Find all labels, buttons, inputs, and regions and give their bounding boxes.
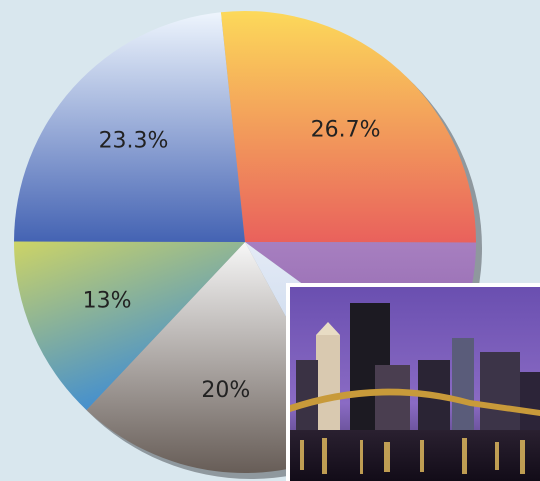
building — [316, 322, 340, 335]
slice-label: 23.3% — [99, 128, 169, 153]
photo — [286, 283, 540, 481]
building — [316, 335, 340, 435]
slice-label: 13% — [83, 288, 132, 313]
reflections — [300, 438, 525, 474]
building — [452, 338, 474, 435]
pie-slice — [220, 11, 476, 243]
pie-slice — [13, 241, 245, 411]
pie-slice — [14, 12, 246, 242]
building — [520, 372, 540, 435]
building — [375, 365, 410, 435]
building — [480, 352, 520, 435]
slice-label: 20% — [201, 378, 250, 403]
bridge — [290, 388, 540, 416]
photo-water — [290, 430, 540, 481]
labels: 26.7% 20% 13% 23.3% — [83, 118, 381, 403]
building — [296, 360, 318, 435]
slice-label: 26.7% — [311, 118, 381, 143]
